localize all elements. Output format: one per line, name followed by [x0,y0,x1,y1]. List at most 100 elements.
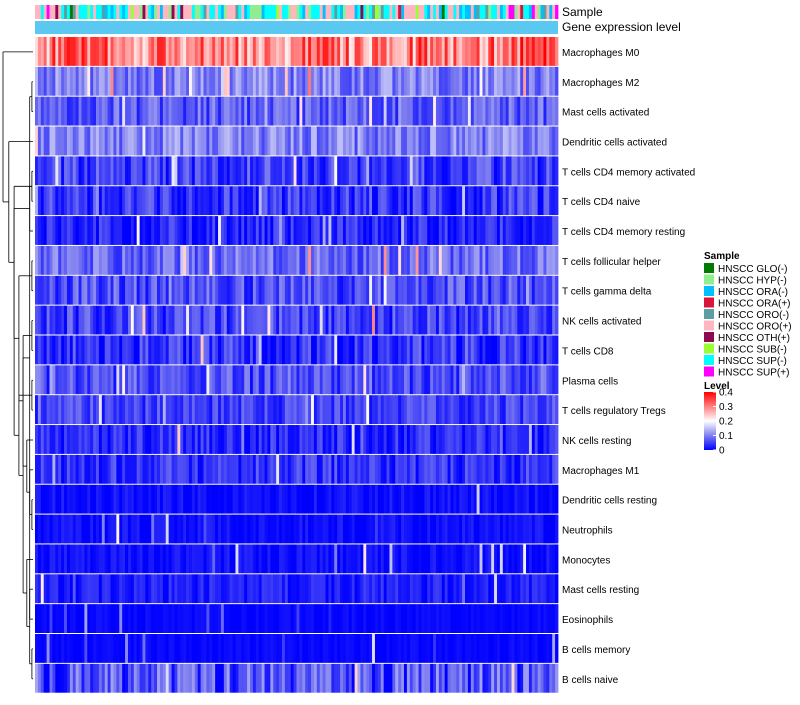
heatmap-cell [380,126,385,156]
heatmap-cell [345,663,350,693]
heatmap-cell [55,305,59,335]
heatmap-cell [174,365,178,395]
heatmap-cell [273,574,277,604]
heatmap-cell [526,604,530,633]
heatmap-cell [87,484,91,514]
heatmap-cell [270,454,274,484]
heatmap-cell [284,544,289,574]
heatmap-cell [369,454,373,484]
heatmap-cell [415,37,419,66]
heatmap-cell [488,454,492,484]
heatmap-cell [374,335,379,365]
row-label: Dendritic cells activated [562,138,667,149]
heatmap-cell [96,186,100,216]
heatmap-cell [421,275,425,305]
heatmap-cell [311,186,315,216]
heatmap-cell [206,365,210,395]
heatmap-cell [61,275,65,305]
heatmap-cell [435,514,440,544]
heatmap-cell [46,156,50,186]
sample-annotation-cell [342,5,347,19]
heatmap-cell [133,275,138,305]
heatmap-cell [226,634,231,663]
sample-annotation-cell [386,5,390,19]
heatmap-cell [404,395,408,425]
heatmap-cell [220,216,225,245]
legend-sample-swatch [704,332,714,342]
heatmap-cell [183,634,187,663]
heatmap-cell [250,186,254,216]
heatmap-cell [258,634,263,663]
heatmap-cell [264,245,268,275]
heatmap-cell [93,305,97,335]
heatmap-cell [139,454,143,484]
heatmap-cell [122,37,126,66]
heatmap-cell [37,604,42,633]
heatmap-cell [441,484,446,514]
heatmap-cell [351,66,356,96]
heatmap-cell [101,216,106,245]
heatmap-cell [58,186,62,216]
heatmap-cell [81,484,85,514]
heatmap-cell [119,663,123,693]
heatmap-cell [35,425,39,454]
heatmap-cell [296,186,300,216]
heatmap-cell [101,126,106,156]
heatmap-cell [505,305,510,335]
legend-tick-label: 0 [719,446,725,457]
heatmap-cell [142,37,146,66]
heatmap-cell [555,156,559,186]
heatmap-cell [96,245,100,275]
heatmap-cell [319,216,324,245]
heatmap-cell [348,96,353,126]
heatmap-cell [337,484,341,514]
heatmap-cell [546,126,550,156]
heatmap-cell [136,126,140,156]
heatmap-cell [43,395,48,425]
heatmap-cell [549,245,553,275]
heatmap-cell [372,156,376,186]
heatmap-cell [337,604,341,633]
heatmap-cell [93,216,97,245]
heatmap-cell [447,395,451,425]
heatmap-cell [526,335,530,365]
heatmap-cell [479,275,483,305]
heatmap-cell [273,245,277,275]
heatmap-cell [209,216,213,245]
heatmap-cell [517,245,521,275]
heatmap-cell [61,365,65,395]
heatmap-cell [247,544,251,574]
heatmap-cell [122,634,126,663]
heatmap-cell [488,186,492,216]
heatmap-cell [465,126,469,156]
heatmap-cell [462,275,466,305]
heatmap-cell [183,275,187,305]
heatmap-cell [81,395,85,425]
heatmap-cell [194,37,199,66]
heatmap-cell [119,454,123,484]
heatmap-cell [287,425,292,454]
heatmap-cell [87,126,91,156]
heatmap-cell [171,395,175,425]
sample-annotation-cell [514,5,518,19]
heatmap-cell [427,275,431,305]
heatmap-cell [412,574,417,604]
heatmap-cell [113,365,117,395]
heatmap-cell [284,514,289,544]
heatmap-cell [218,484,222,514]
heatmap-cell [162,96,167,126]
heatmap-cell [508,156,512,186]
heatmap-cell [482,484,486,514]
heatmap-cell [104,156,109,186]
heatmap-cell [342,186,347,216]
heatmap-cell [523,484,527,514]
heatmap-cell [241,66,245,96]
heatmap-cell [142,335,146,365]
heatmap-cell [212,245,216,275]
heatmap-cell [404,275,408,305]
heatmap-cell [465,395,469,425]
heatmap-cell [238,544,242,574]
heatmap-cell [496,186,501,216]
heatmap-cell [380,544,385,574]
heatmap-cell [305,216,309,245]
